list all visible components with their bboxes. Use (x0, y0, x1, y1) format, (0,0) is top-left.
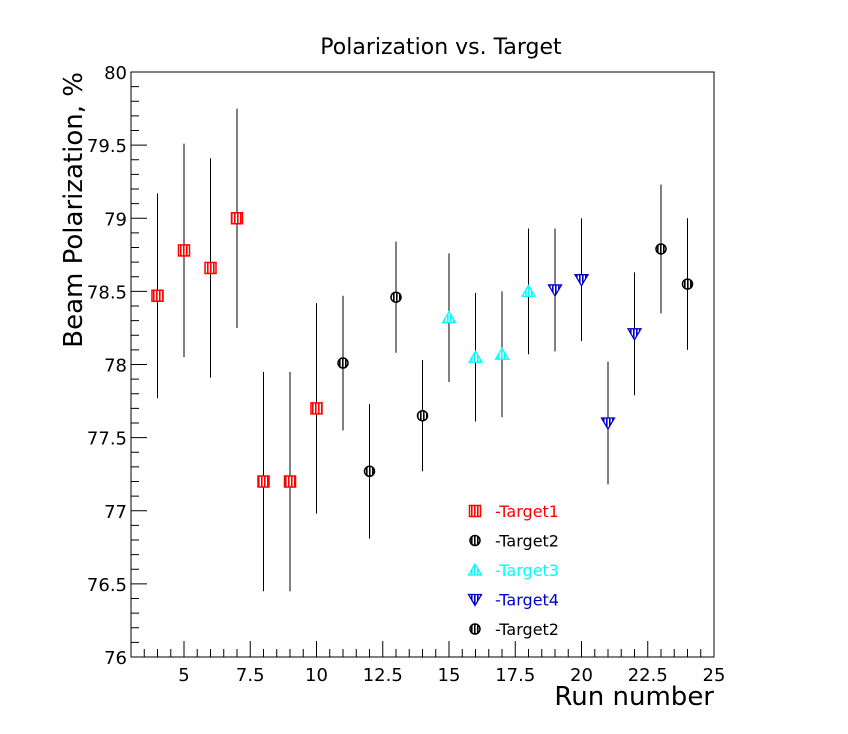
x-axis-ticks: 5 7.5 10 12.5 15 17.5 20 22.5 25 (130, 641, 726, 686)
y-tick-label: 77 (104, 502, 127, 523)
data-point (520, 284, 537, 298)
legend: -Target1 -Target2 -Target3 -Target4 -Target2 (467, 502, 559, 639)
data-point (337, 357, 349, 369)
x-tick-label: 25 (703, 665, 726, 686)
data-point (310, 402, 323, 415)
legend-marker (468, 504, 482, 518)
data-point (177, 244, 191, 257)
y-tick-label: 79.5 (87, 136, 127, 157)
data-point (441, 310, 457, 324)
data-point (230, 212, 244, 225)
y-tick-label: 76 (104, 648, 127, 669)
error-bars (157, 108, 688, 592)
x-tick-label: 5 (178, 665, 189, 686)
y-axis-label: Beam Polarization, % (59, 72, 89, 348)
data-point (681, 278, 694, 290)
y-tick-label: 78.5 (87, 282, 127, 303)
data-point (363, 465, 376, 478)
y-tick-label: 76.5 (87, 575, 127, 596)
x-tick-label: 12.5 (363, 665, 403, 686)
data-point (573, 274, 590, 287)
y-tick-label: 78 (104, 356, 127, 377)
chart-title: Polarization vs. Target (320, 35, 562, 60)
x-tick-label: 7.5 (236, 665, 265, 686)
x-tick-label: 17.5 (495, 665, 535, 686)
data-point (416, 409, 429, 422)
data-point (626, 328, 643, 342)
x-tick-label: 20 (570, 665, 593, 686)
y-tick-label: 80 (104, 63, 127, 84)
legend-marker (467, 562, 483, 576)
legend-label: -Target3 (495, 561, 559, 580)
x-tick-label: 15 (438, 665, 461, 686)
y-tick-label: 79 (104, 209, 127, 230)
legend-label: -Target4 (495, 591, 559, 610)
x-tick-label: 10 (305, 665, 328, 686)
data-point (390, 291, 402, 303)
data-point (204, 261, 217, 275)
data-point (547, 284, 563, 298)
legend-label: -Target1 (495, 502, 559, 521)
data-point (283, 475, 297, 488)
legend-marker (467, 593, 483, 607)
y-tick-label: 77.5 (87, 429, 127, 450)
legend-label: -Target2 (495, 620, 559, 639)
x-axis-label: Run number (554, 682, 714, 712)
y-axis-ticks: 76 76.5 77 77.5 78 78.5 79 79.5 80 (87, 63, 147, 669)
data-point (600, 417, 616, 431)
legend-marker (469, 534, 481, 547)
legend-marker (469, 623, 481, 635)
data-point (655, 243, 667, 255)
data-point (151, 289, 164, 303)
data-markers (151, 212, 694, 488)
x-tick-label: 22.5 (628, 665, 668, 686)
data-point (494, 346, 510, 360)
data-point (257, 475, 270, 488)
legend-label: -Target2 (495, 532, 559, 551)
data-point (467, 349, 484, 363)
